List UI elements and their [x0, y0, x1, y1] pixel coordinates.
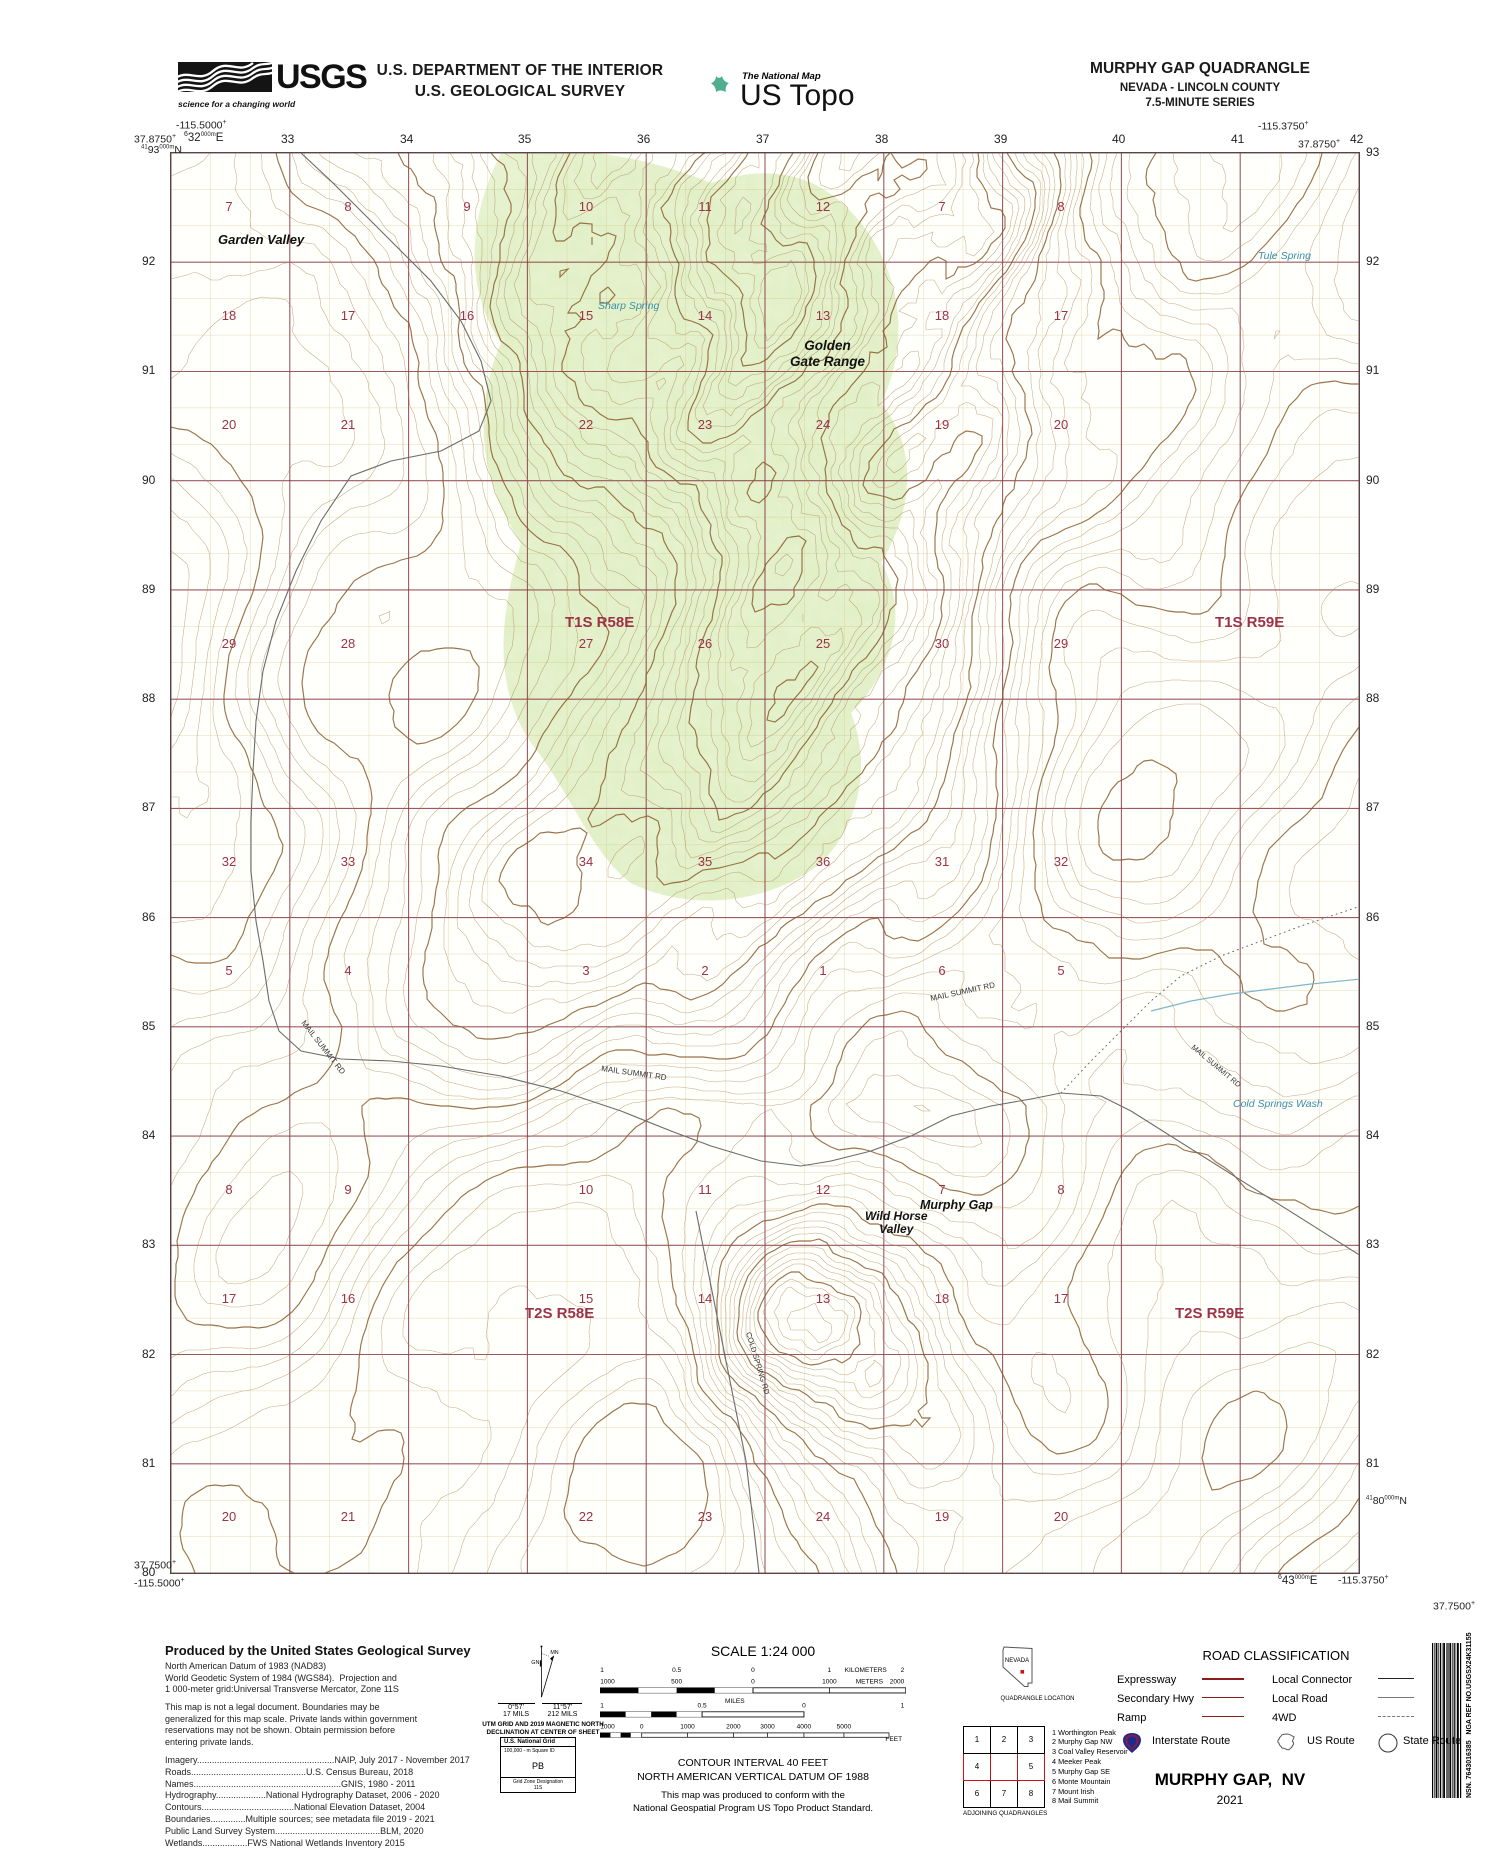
svg-text:MAIL SUMMIT RD: MAIL SUMMIT RD [601, 1064, 668, 1082]
svg-text:3000: 3000 [760, 1724, 775, 1731]
svg-text:1000: 1000 [600, 1724, 615, 1731]
svg-text:KILOMETERS: KILOMETERS [845, 1667, 888, 1674]
svg-text:METERS: METERS [856, 1678, 884, 1685]
svg-text:2000: 2000 [726, 1724, 741, 1731]
svg-text:GN: GN [531, 1660, 539, 1666]
svg-text:0: 0 [751, 1678, 755, 1685]
svg-text:500: 500 [671, 1678, 682, 1685]
svg-text:MN: MN [550, 1650, 558, 1656]
svg-text:0: 0 [751, 1667, 755, 1674]
svg-text:1000: 1000 [600, 1678, 615, 1685]
svg-text:1000: 1000 [680, 1724, 695, 1731]
svg-text:2: 2 [901, 1667, 905, 1674]
svg-text:5000: 5000 [837, 1724, 852, 1731]
svg-text:COLD SPRING RD: COLD SPRING RD [744, 1331, 772, 1396]
svg-text:MILES: MILES [725, 1698, 745, 1705]
svg-text:0: 0 [640, 1724, 644, 1731]
svg-text:1: 1 [600, 1667, 604, 1674]
svg-text:0.5: 0.5 [698, 1702, 707, 1709]
svg-text:1000: 1000 [822, 1678, 837, 1685]
svg-text:1: 1 [828, 1667, 832, 1674]
svg-text:0: 0 [802, 1702, 806, 1709]
svg-text:4000: 4000 [797, 1724, 812, 1731]
svg-text:1: 1 [600, 1702, 604, 1709]
svg-text:NEVADA: NEVADA [1004, 1658, 1028, 1664]
svg-text:MAIL SUMMIT RD: MAIL SUMMIT RD [1190, 1043, 1243, 1090]
svg-text:1: 1 [901, 1702, 905, 1709]
svg-text:2000: 2000 [890, 1678, 905, 1685]
svg-text:0.5: 0.5 [672, 1667, 681, 1674]
